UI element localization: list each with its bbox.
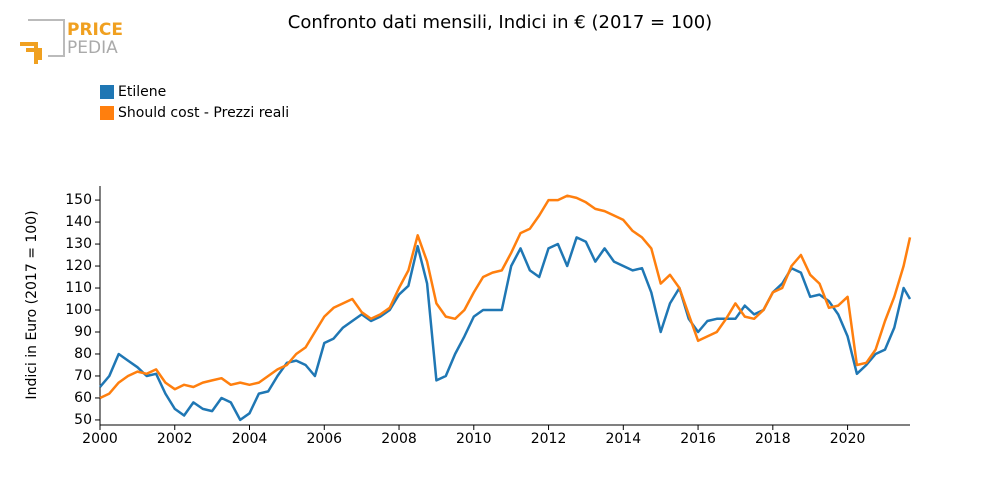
y-axis-label: Indici in Euro (2017 = 100): [24, 210, 40, 399]
legend-label: Should cost - Prezzi reali: [118, 105, 289, 121]
y-tick-label: 120: [65, 258, 92, 274]
series-line: [99, 236, 912, 422]
y-tick-label: 50: [74, 412, 92, 428]
x-tick-label: 2020: [830, 431, 866, 447]
legend-label: Etilene: [118, 84, 166, 100]
logo-mark: [20, 42, 42, 64]
x-tick-label: 2000: [82, 431, 118, 447]
x-tick-label: 2008: [381, 431, 417, 447]
y-tick-label: 110: [65, 280, 92, 296]
y-tick-label: 70: [74, 368, 92, 384]
x-tick-label: 2006: [306, 431, 342, 447]
logo-text: PRICE: [67, 20, 123, 40]
x-tick-label: 2010: [456, 431, 492, 447]
x-tick-label: 2002: [157, 431, 193, 447]
x-tick-label: 2012: [531, 431, 567, 447]
logo-mark: [28, 19, 65, 57]
y-tick-label: 100: [65, 302, 92, 318]
y-tick-label: 150: [65, 192, 92, 208]
y-tick-label: 80: [74, 346, 92, 362]
x-tick-label: 2004: [232, 431, 268, 447]
x-tick-label: 2018: [755, 431, 791, 447]
x-tick-label: 2016: [680, 431, 716, 447]
logo-text: PEDIA: [67, 38, 118, 58]
series-line: [99, 194, 912, 400]
legend-swatch: [100, 106, 114, 120]
y-tick-label: 60: [74, 390, 92, 406]
x-tick-label: 2014: [605, 431, 641, 447]
legend-swatch: [100, 85, 114, 99]
y-tick-label: 130: [65, 236, 92, 252]
chart-title: Confronto dati mensili, Indici in € (201…: [288, 12, 712, 33]
logo: PRICE PEDIA: [20, 19, 123, 64]
y-tick-label: 90: [74, 324, 92, 340]
y-tick-label: 140: [65, 214, 92, 230]
